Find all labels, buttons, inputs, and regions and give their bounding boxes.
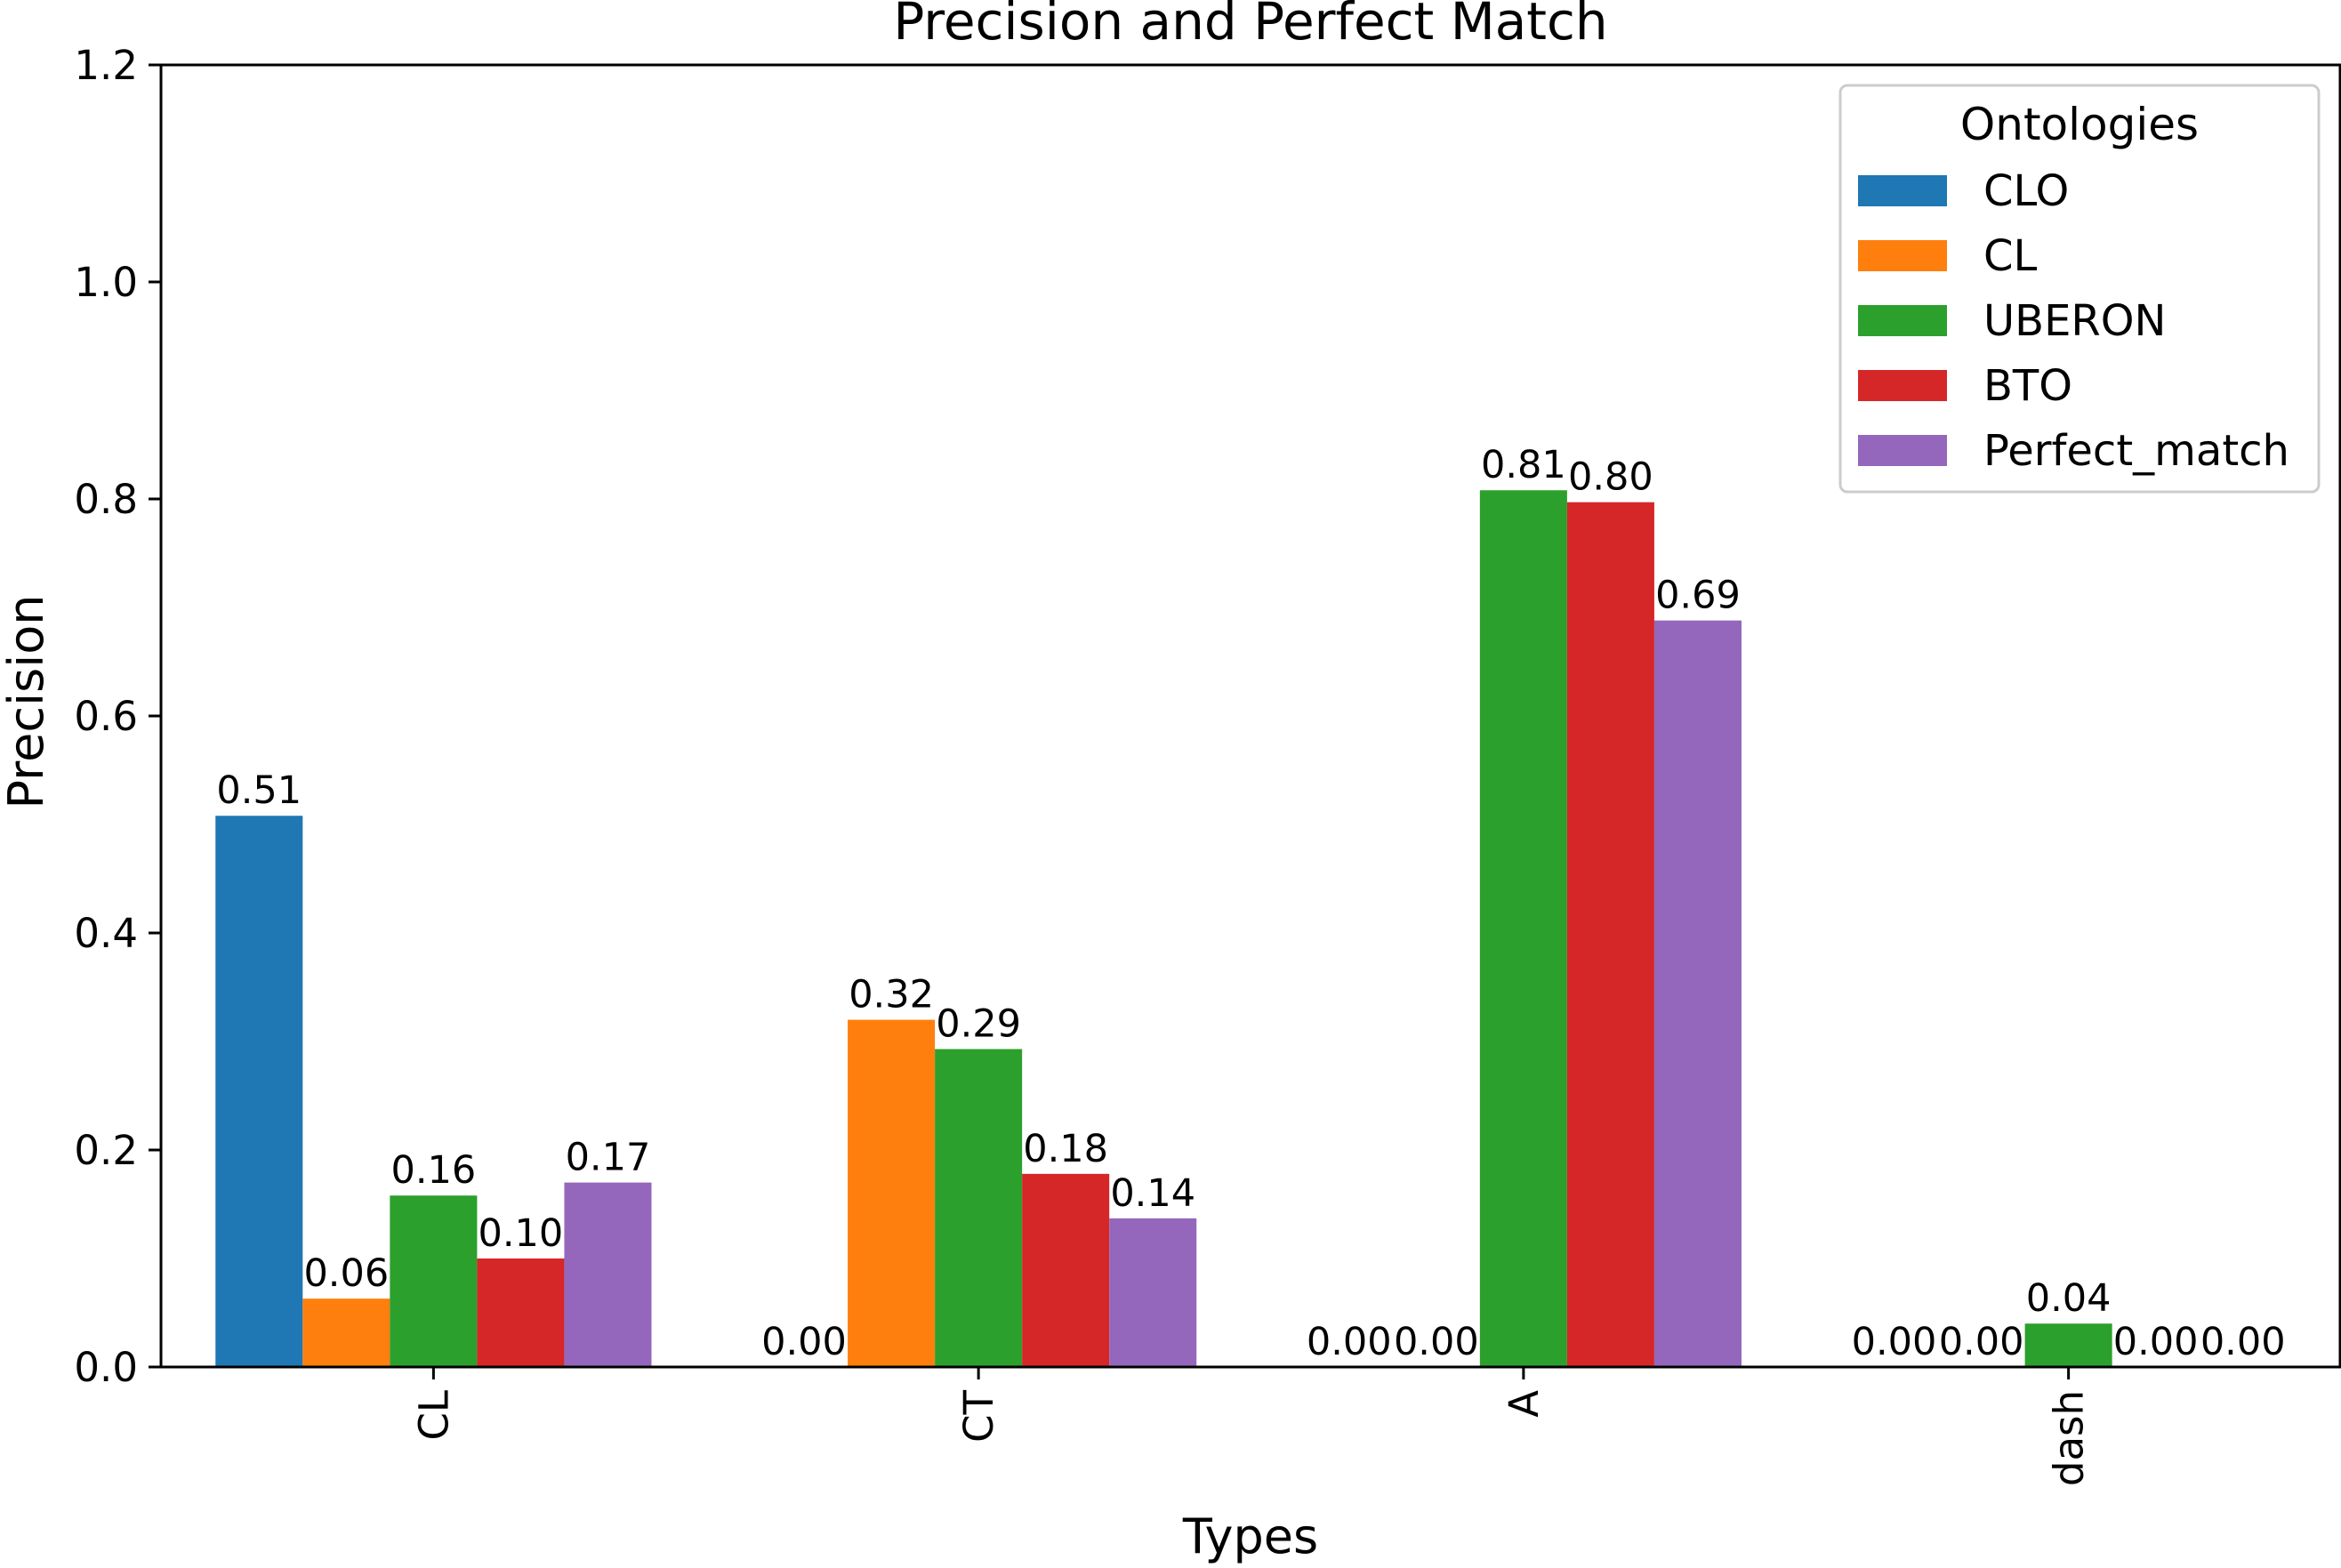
bar xyxy=(1566,502,1654,1367)
data-label: 0.29 xyxy=(936,1002,1021,1047)
bar xyxy=(215,816,303,1367)
data-label: 0.51 xyxy=(216,768,302,813)
bar xyxy=(1109,1218,1197,1367)
data-label: 0.14 xyxy=(1110,1171,1195,1216)
bar xyxy=(390,1195,478,1367)
data-label: 0.16 xyxy=(391,1148,477,1193)
legend-label: CLO xyxy=(1983,166,2069,216)
x-axis-label: Types xyxy=(1182,1508,1318,1564)
legend: Ontologies CLO CL UBERON BTO Perfect_match xyxy=(1838,84,2321,494)
bar xyxy=(1022,1173,1110,1367)
data-label: 0.04 xyxy=(2026,1276,2112,1321)
data-label: 0.80 xyxy=(1568,455,1653,500)
data-label: 0.17 xyxy=(566,1136,651,1180)
y-axis-label: Precision xyxy=(0,595,54,809)
y-tick-label: 0.0 xyxy=(74,1344,138,1391)
x-tick-label: A xyxy=(1500,1390,1548,1418)
x-tick-label: CT xyxy=(955,1390,1002,1443)
data-label: 0.00 xyxy=(1939,1320,2024,1364)
x-tick-label: dash xyxy=(2046,1390,2093,1486)
data-label: 0.00 xyxy=(1394,1320,1479,1364)
legend-label: UBERON xyxy=(1983,296,2166,346)
legend-swatch xyxy=(1858,435,1947,466)
data-label: 0.18 xyxy=(1023,1127,1108,1171)
data-label: 0.00 xyxy=(1307,1320,1392,1364)
legend-swatch xyxy=(1858,175,1947,206)
x-tick-label: CL xyxy=(410,1390,457,1441)
y-tick-label: 1.0 xyxy=(74,259,138,306)
legend-title: Ontologies xyxy=(1960,99,2199,150)
data-label: 0.00 xyxy=(1852,1320,1937,1364)
bars-layer xyxy=(215,490,2112,1367)
legend-label: CL xyxy=(1983,231,2038,281)
data-labels-layer: 0.51 0.06 0.160.100.17 0.00 0.320.29 0.180.14… xyxy=(216,443,2285,1364)
legend-swatch xyxy=(1858,240,1947,271)
y-tick-label: 0.4 xyxy=(74,910,138,957)
bar xyxy=(1479,490,1567,1367)
data-label: 0.00 xyxy=(2200,1320,2286,1364)
y-tick-label: 0.2 xyxy=(74,1127,138,1174)
data-label: 0.00 xyxy=(2113,1320,2199,1364)
legend-swatch xyxy=(1858,305,1947,336)
data-label: 0.06 xyxy=(303,1251,389,1296)
data-label: 0.69 xyxy=(1655,574,1741,618)
bar xyxy=(1653,620,1742,1367)
bar xyxy=(2024,1323,2112,1367)
legend-label: Perfect_match xyxy=(1983,426,2289,476)
data-label: 0.10 xyxy=(479,1211,564,1256)
bar xyxy=(848,1019,936,1367)
bar xyxy=(935,1049,1023,1367)
y-tick-label: 0.6 xyxy=(74,693,138,740)
legend-label: BTO xyxy=(1983,361,2072,411)
chart-title: Precision and Perfect Match xyxy=(893,0,1607,52)
data-label: 0.32 xyxy=(849,973,934,1017)
legend-swatch xyxy=(1858,370,1947,401)
legend-box xyxy=(1838,84,2321,494)
data-label: 0.00 xyxy=(761,1320,847,1364)
y-axis: 0.0 0.2 0.4 0.6 0.8 1.0 1.2 xyxy=(74,42,161,1391)
bar xyxy=(477,1258,565,1367)
legend-items: CLO CL UBERON BTO Perfect_match xyxy=(1858,166,2289,476)
bar xyxy=(564,1182,652,1367)
y-tick-label: 1.2 xyxy=(74,42,138,89)
bar xyxy=(302,1299,390,1367)
data-label: 0.81 xyxy=(1481,443,1566,487)
y-tick-label: 0.8 xyxy=(74,476,138,523)
